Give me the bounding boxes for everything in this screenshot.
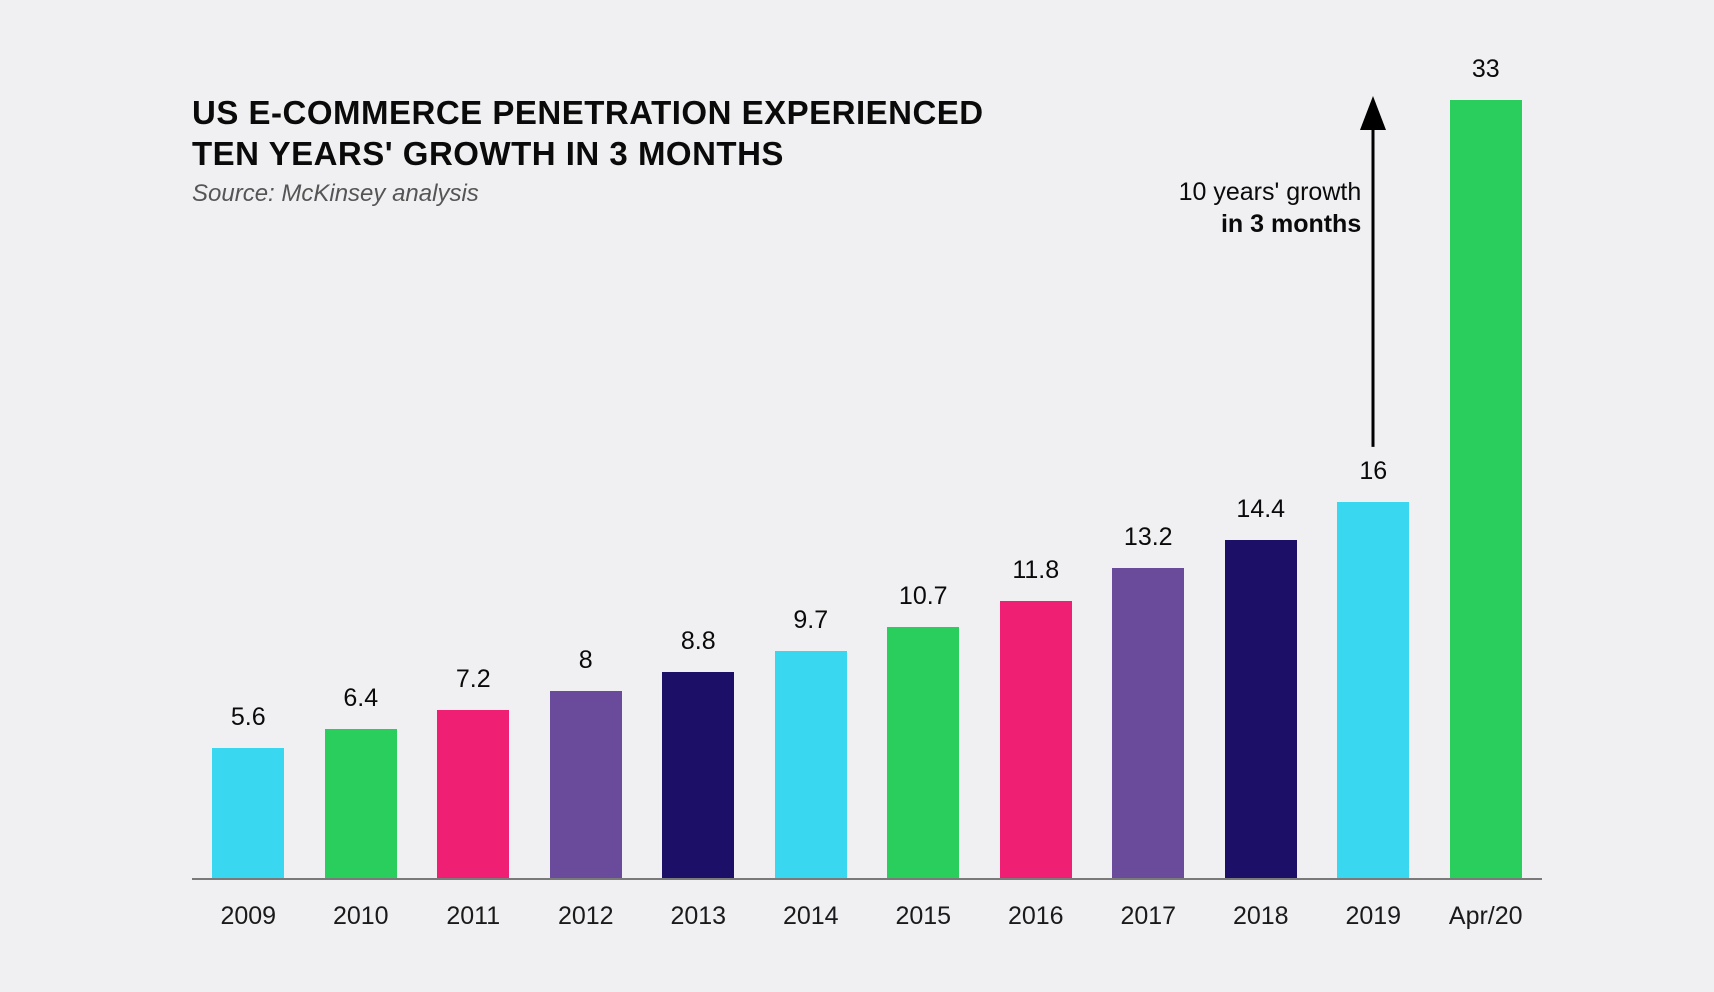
bar-value-label: 14.4 [1236, 495, 1285, 524]
x-axis-label: 2015 [867, 902, 980, 931]
bar: 13.2 [1112, 568, 1184, 880]
annotation-line2: in 3 months [1131, 208, 1361, 241]
bar-slot: 11.8 [980, 601, 1093, 880]
x-axis-label: 2010 [305, 902, 418, 931]
x-axis-label: 2012 [530, 902, 643, 931]
x-axis-baseline [192, 878, 1542, 880]
x-axis-label: 2016 [980, 902, 1093, 931]
bar-value-label: 8 [579, 646, 593, 675]
bar: 7.2 [437, 710, 509, 880]
bar-value-label: 9.7 [793, 606, 828, 635]
x-axis-label: 2018 [1205, 902, 1318, 931]
x-axis-label: 2011 [417, 902, 530, 931]
bar-value-label: 6.4 [343, 684, 378, 713]
bar-slot: 9.7 [755, 651, 868, 880]
bar: 11.8 [1000, 601, 1072, 880]
bar-value-label: 11.8 [1012, 556, 1059, 585]
x-axis-label: 2014 [755, 902, 868, 931]
bar: 10.7 [887, 627, 959, 880]
bar: 5.6 [212, 748, 284, 880]
bar-slot: 8.8 [642, 672, 755, 880]
annotation-line1: 10 years' growth [1131, 176, 1361, 209]
growth-annotation: 10 years' growth in 3 months [1131, 176, 1361, 241]
bar: 33 [1450, 100, 1522, 880]
bar-slot: 8 [530, 691, 643, 880]
bar-slot: 13.2 [1092, 568, 1205, 880]
bar-slot: 14.4 [1205, 540, 1318, 880]
bar: 9.7 [775, 651, 847, 880]
x-axis-label: 2019 [1317, 902, 1430, 931]
bar-value-label: 8.8 [681, 627, 716, 656]
bar-slot: 33 [1430, 100, 1543, 880]
x-axis-labels: 2009201020112012201320142015201620172018… [192, 902, 1542, 931]
bar-slot: 5.6 [192, 748, 305, 880]
bar-slot: 6.4 [305, 729, 418, 880]
bar: 14.4 [1225, 540, 1297, 880]
bar-value-label: 7.2 [456, 665, 491, 694]
bar-slot: 16 [1317, 502, 1430, 880]
bar-value-label: 13.2 [1124, 523, 1173, 552]
x-axis-label: 2009 [192, 902, 305, 931]
x-axis-label: Apr/20 [1430, 902, 1543, 931]
bar-value-label: 5.6 [231, 703, 266, 732]
growth-arrow-icon [1347, 96, 1399, 447]
bar-value-label: 33 [1472, 55, 1500, 84]
bar: 6.4 [325, 729, 397, 880]
bar-slot: 10.7 [867, 627, 980, 880]
x-axis-label: 2013 [642, 902, 755, 931]
chart-canvas: US E-COMMERCE PENETRATION EXPERIENCED TE… [0, 0, 1714, 992]
bar: 8 [550, 691, 622, 880]
x-axis-label: 2017 [1092, 902, 1205, 931]
bar: 16 [1337, 502, 1409, 880]
bar-value-label: 10.7 [899, 582, 948, 611]
bar: 8.8 [662, 672, 734, 880]
bar-value-label: 16 [1359, 457, 1387, 486]
bar-slot: 7.2 [417, 710, 530, 880]
